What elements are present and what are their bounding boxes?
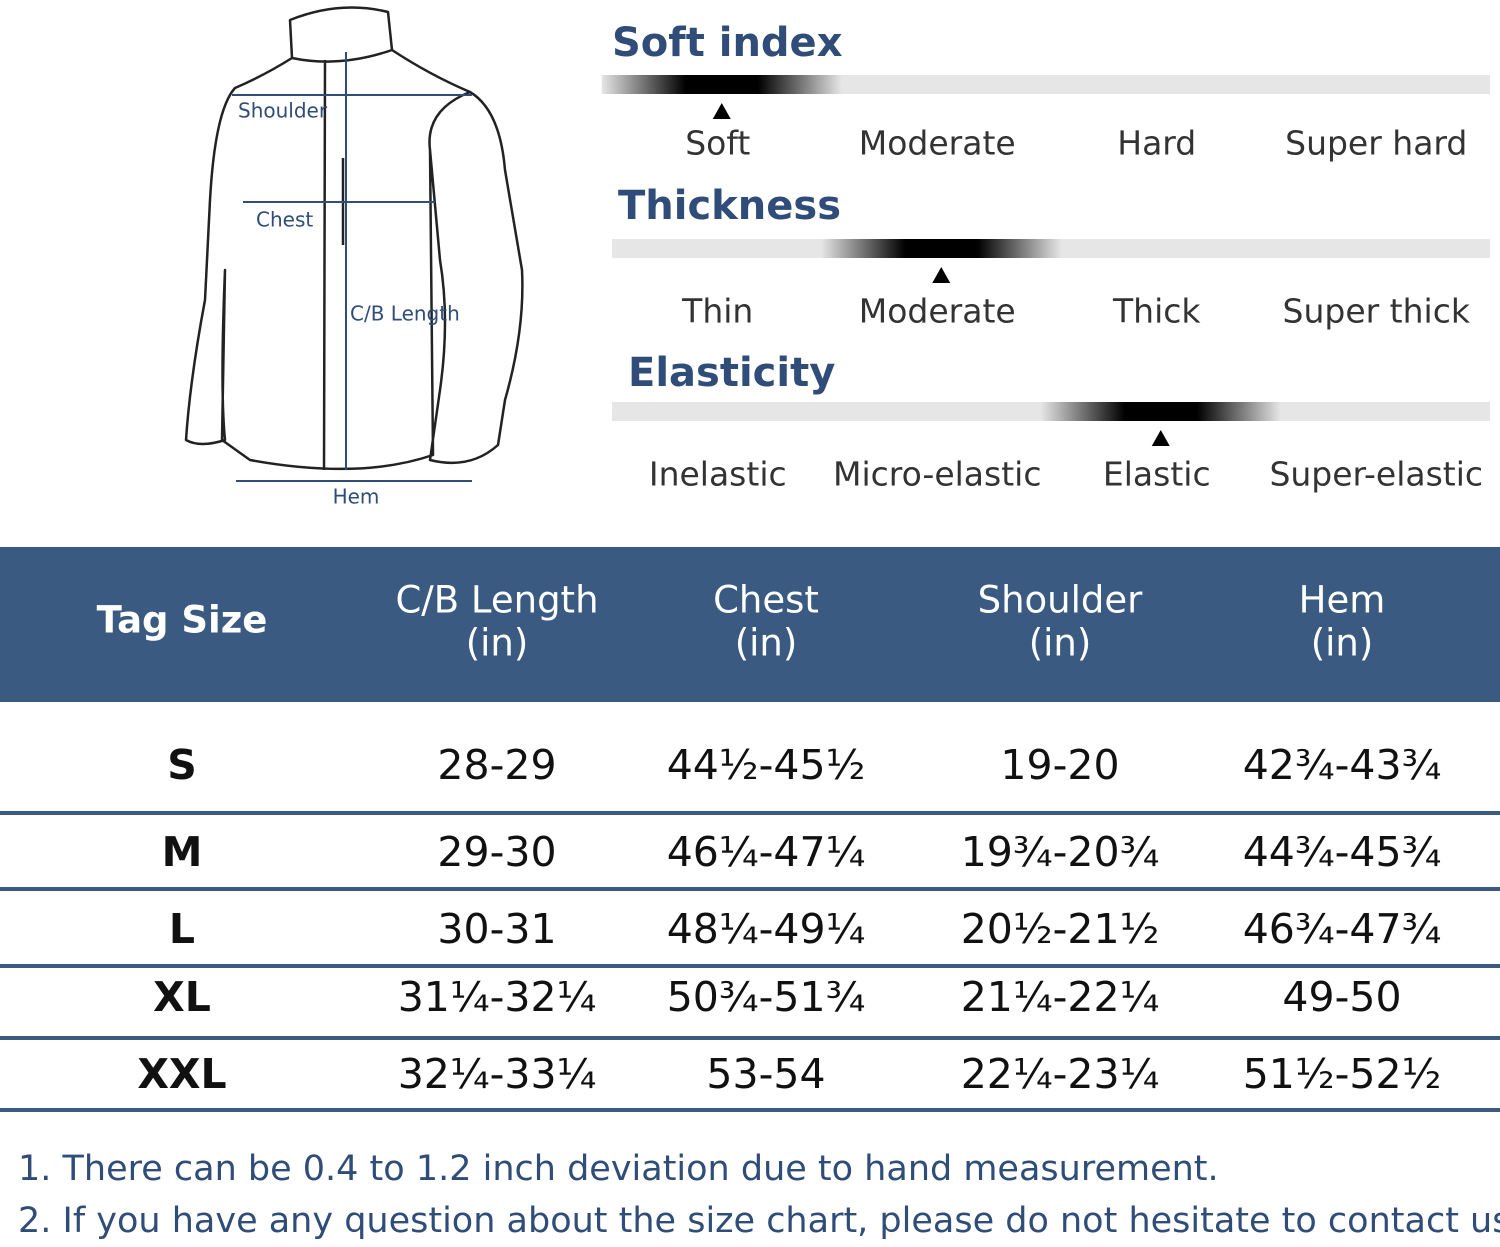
header-unit: (in) [1311, 622, 1374, 665]
diagram-label: C/B Length [350, 302, 460, 326]
scale-arrow [932, 267, 951, 283]
table-cell: 53-54 [706, 1050, 825, 1098]
scale-indicator [1040, 402, 1281, 421]
scale-option: Super-elastic [1269, 455, 1483, 494]
scale-title: Thickness [618, 183, 841, 229]
table-cell: 42¾-43¾ [1243, 741, 1442, 789]
table-cell: 32¼-33¼ [398, 1050, 597, 1098]
table-cell: 48¼-49¼ [667, 905, 866, 953]
diagram-label: Chest [256, 208, 313, 232]
size-cell: M [162, 828, 203, 876]
table-cell: 22¼-23¼ [961, 1050, 1160, 1098]
scale-title: Soft index [612, 20, 843, 66]
header-unit: (in) [735, 622, 798, 665]
scale-indicator [601, 75, 842, 94]
header-unit: (in) [466, 622, 529, 665]
table-cell: 30-31 [437, 905, 556, 953]
table-cell: 19-20 [1000, 741, 1119, 789]
scale-arrow [1151, 430, 1170, 446]
scale-title: Elasticity [628, 350, 835, 396]
scale-option: Hard [1117, 124, 1196, 163]
table-cell: 28-29 [437, 741, 556, 789]
table-cell: 46¼-47¼ [667, 828, 866, 876]
header-cell: Shoulder [978, 579, 1144, 622]
table-cell: 46¾-47¾ [1243, 905, 1442, 953]
scale-option: Thick [1112, 292, 1201, 331]
row-divider [0, 1108, 1500, 1112]
row-divider [0, 964, 1500, 968]
diagram-label: Shoulder [238, 99, 328, 123]
scale-arrow [712, 103, 731, 119]
row-divider [0, 887, 1500, 891]
table-cell: 50¾-51¾ [667, 973, 866, 1021]
scale-option: Super thick [1283, 292, 1471, 331]
row-divider [0, 811, 1500, 815]
size-cell: XXL [137, 1050, 226, 1098]
header-unit: (in) [1029, 622, 1092, 665]
note: 2. If you have any question about the si… [18, 1201, 1500, 1241]
scale-option: Soft [685, 124, 750, 163]
scale-option: Thin [681, 292, 753, 331]
size-cell: XL [153, 973, 211, 1021]
scale-option: Super hard [1285, 124, 1467, 163]
scale-indicator [821, 239, 1062, 258]
scale-option: Inelastic [649, 455, 787, 494]
header-cell: Tag Size [97, 599, 268, 642]
scale-option: Moderate [859, 124, 1016, 163]
table-cell: 21¼-22¼ [961, 973, 1160, 1021]
row-divider [0, 1036, 1500, 1040]
note: 1. There can be 0.4 to 1.2 inch deviatio… [18, 1149, 1219, 1189]
table-cell: 51½-52½ [1243, 1050, 1442, 1098]
header-cell: C/B Length [395, 579, 598, 622]
table-cell: 44¾-45¾ [1243, 828, 1442, 876]
scale-option: Elastic [1103, 455, 1211, 494]
table-cell: 31¼-32¼ [398, 973, 597, 1021]
table-cell: 20½-21½ [961, 905, 1160, 953]
table-cell: 29-30 [437, 828, 556, 876]
diagram-label: Hem [333, 485, 380, 509]
size-cell: S [167, 741, 197, 789]
table-cell: 19¾-20¾ [961, 828, 1160, 876]
header-cell: Chest [713, 579, 819, 622]
size-cell: L [169, 905, 195, 953]
table-cell: 49-50 [1282, 973, 1401, 1021]
jacket-diagram: Shoulder Chest C/B Length Hem [184, 6, 524, 509]
scale-option: Moderate [859, 292, 1016, 331]
table-header-bg [0, 547, 1500, 702]
table-cell: 44½-45½ [667, 741, 866, 789]
scale-option: Micro-elastic [833, 455, 1041, 494]
header-cell: Hem [1299, 579, 1386, 622]
